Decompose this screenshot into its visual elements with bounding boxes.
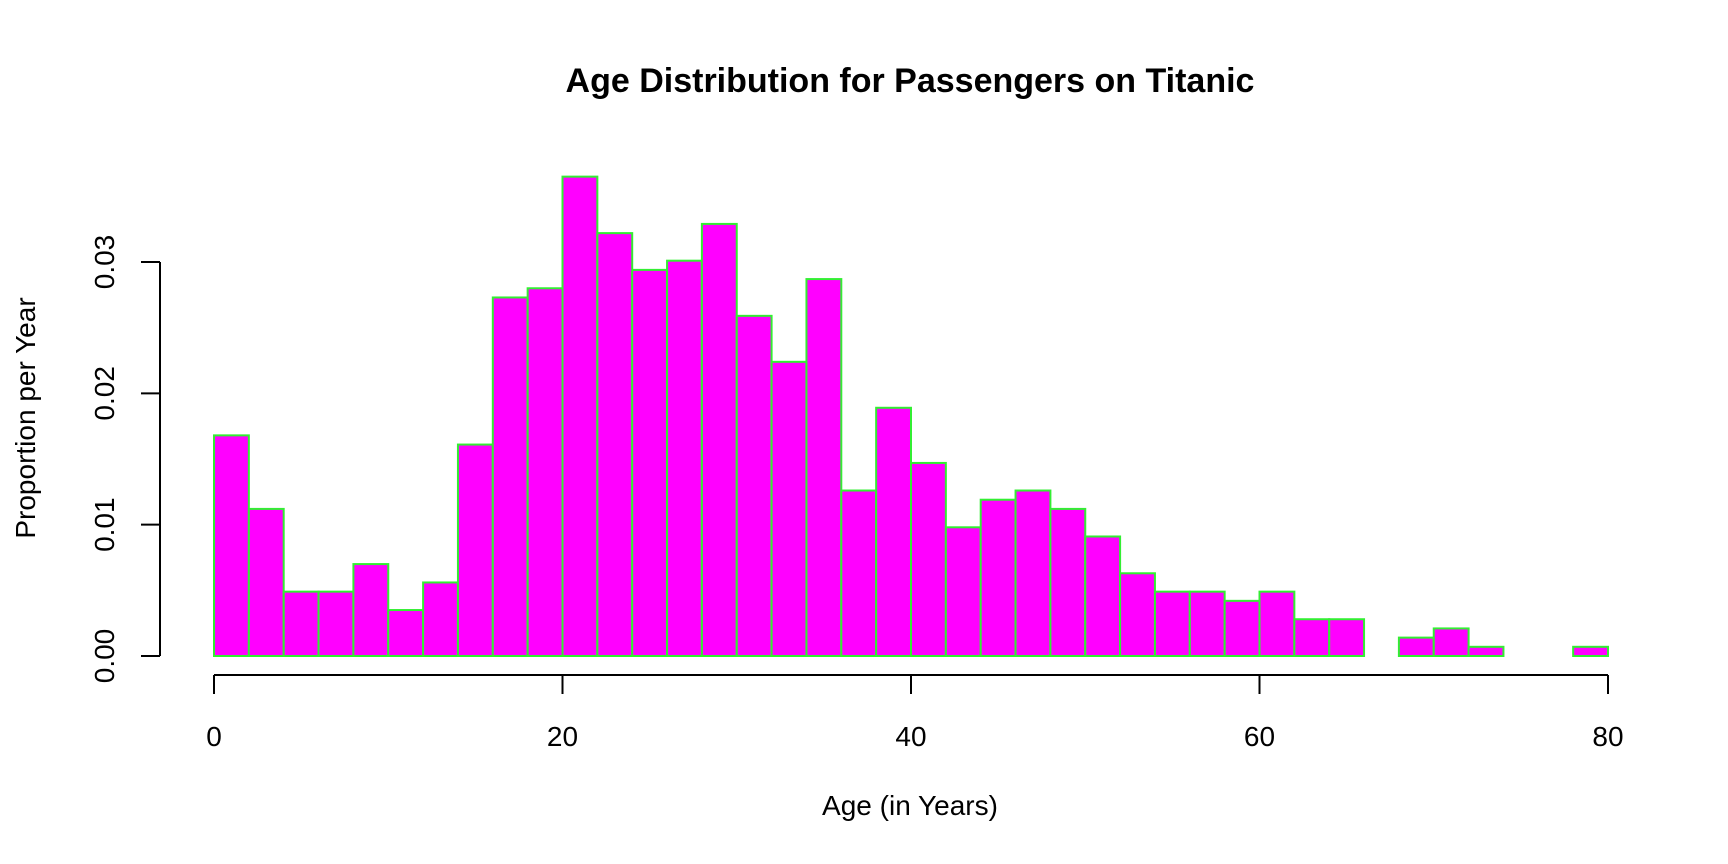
y-tick-label: 0.03 (89, 235, 120, 290)
y-axis: 0.00 0.01 0.02 0.03 (89, 235, 161, 684)
histogram-bar (561, 175, 599, 657)
histogram-bar (1258, 590, 1296, 657)
histogram-bar (1467, 645, 1505, 657)
histogram-bar (1188, 590, 1226, 657)
histogram-bar (282, 590, 320, 657)
histogram-bar (1432, 627, 1470, 657)
histogram-bar (352, 563, 390, 657)
histogram-bar (910, 461, 947, 657)
y-axis-title: Proportion per Year (10, 297, 41, 538)
histogram-bar (805, 278, 843, 657)
histogram-bar (1223, 599, 1261, 658)
histogram-bar (700, 222, 738, 657)
histogram-bar (979, 498, 1017, 658)
histogram-bar (213, 434, 250, 657)
histogram-bar (1397, 636, 1435, 658)
histogram-bar (1084, 535, 1122, 658)
y-tick-label: 0.01 (89, 497, 120, 552)
x-axis-title: Age (in Years) (822, 790, 998, 821)
y-tick-label: 0.00 (89, 629, 120, 684)
histogram-bar (1119, 572, 1156, 658)
histogram-bar (1293, 618, 1331, 658)
histogram-bar (770, 360, 808, 657)
histogram-bar (317, 590, 355, 657)
x-tick-label: 40 (895, 721, 926, 752)
x-tick-label: 80 (1592, 721, 1623, 752)
histogram-bar (526, 287, 564, 657)
x-tick-label: 20 (547, 721, 578, 752)
histogram-bar (631, 268, 669, 657)
x-tick-label: 60 (1244, 721, 1275, 752)
histogram-bar (875, 406, 913, 657)
histogram-bar (1328, 618, 1366, 658)
histogram-bar (840, 489, 878, 657)
histogram-bar (735, 314, 773, 657)
histogram-bar (1049, 507, 1087, 658)
histogram-bar (596, 232, 634, 658)
y-tick-label: 0.02 (89, 366, 120, 421)
histogram-bar (944, 526, 982, 657)
histogram-bar (247, 507, 285, 658)
histogram-bar (1153, 590, 1191, 657)
x-axis: 0 20 40 60 80 (206, 674, 1624, 752)
x-tick-label: 0 (206, 721, 222, 752)
chart-title: Age Distribution for Passengers on Titan… (566, 62, 1255, 100)
histogram-bar (666, 259, 703, 657)
histogram-bars (213, 175, 1610, 658)
histogram-bar (422, 581, 459, 657)
histogram-bar (491, 296, 529, 657)
histogram-bar (387, 609, 425, 657)
histogram-bar (1014, 489, 1052, 657)
histogram-bar (1572, 645, 1610, 657)
histogram-bar (456, 443, 494, 658)
